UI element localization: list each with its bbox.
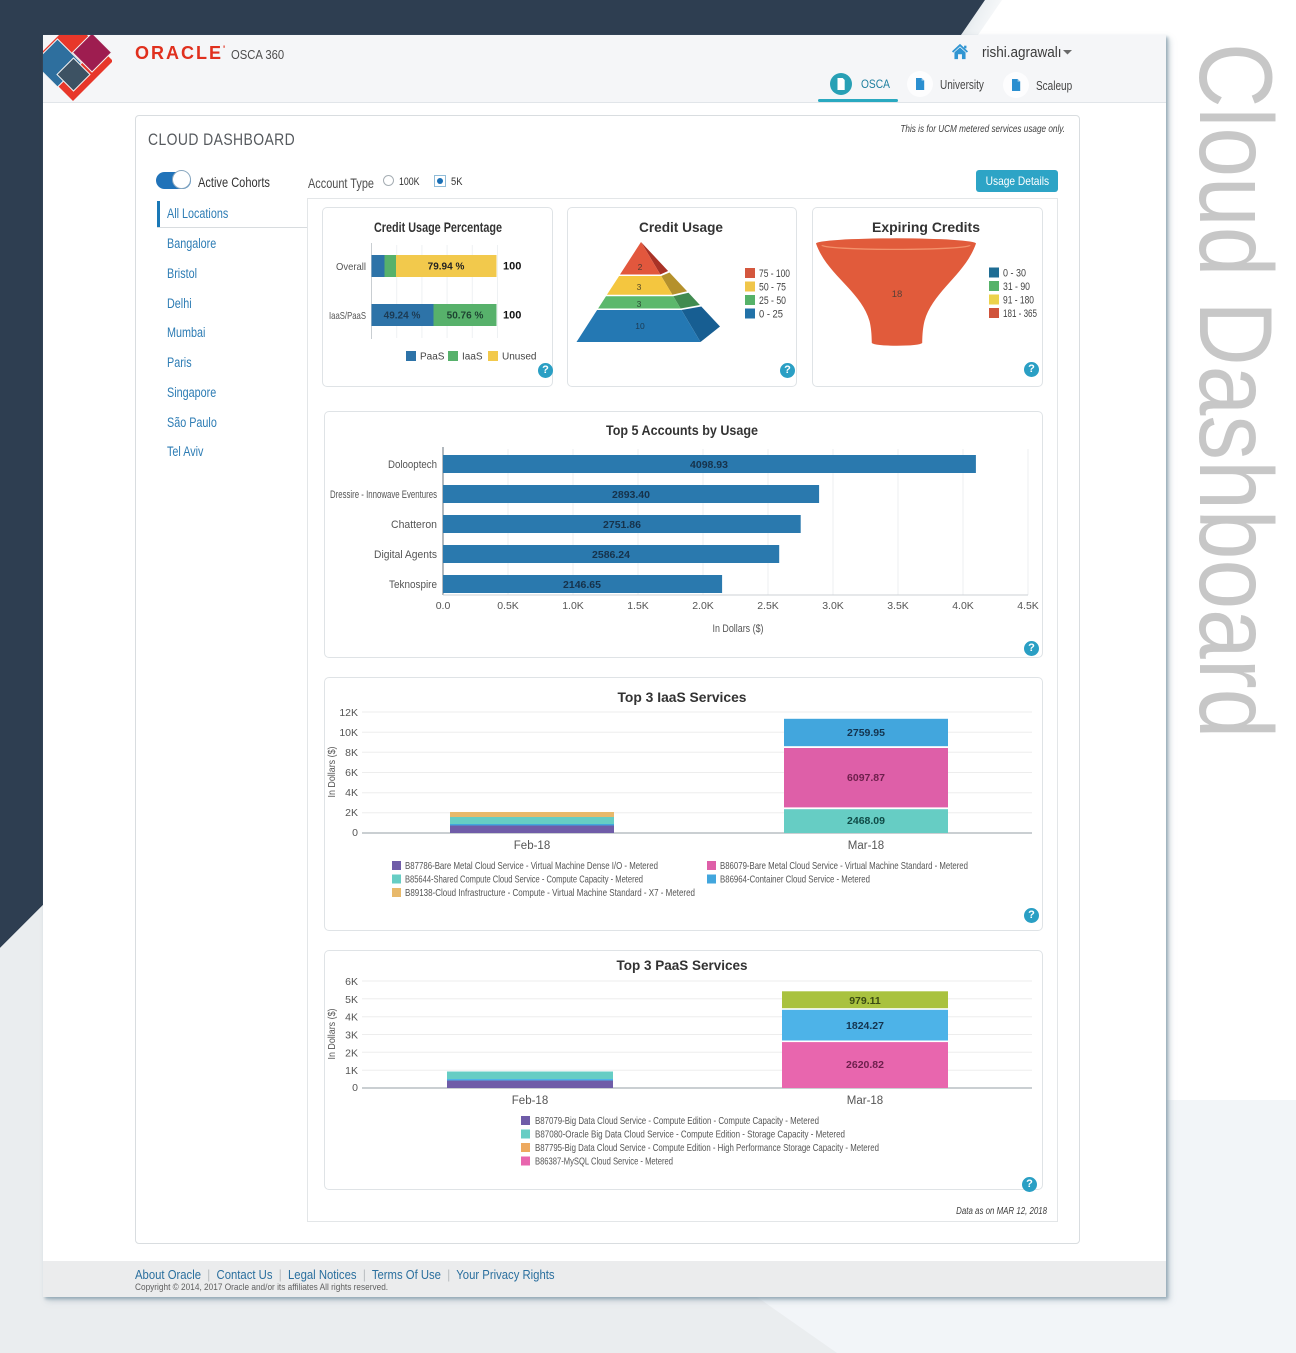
svg-text:4.0K: 4.0K	[952, 600, 974, 612]
svg-text:B87795-Big Data Cloud Service: B87795-Big Data Cloud Service - Compute …	[535, 1142, 879, 1154]
svg-text:B87080-Oracle Big Data Cloud S: B87080-Oracle Big Data Cloud Service - C…	[535, 1129, 845, 1141]
svg-text:12K: 12K	[339, 707, 358, 719]
svg-text:B85644-Shared Compute Cloud Se: B85644-Shared Compute Cloud Service - Co…	[405, 874, 643, 886]
svg-text:Digital Agents: Digital Agents	[374, 549, 437, 561]
svg-text:Unused: Unused	[502, 352, 536, 363]
svg-text:2586.24: 2586.24	[592, 549, 630, 561]
svg-text:2893.40: 2893.40	[612, 489, 650, 501]
svg-text:3.0K: 3.0K	[822, 600, 844, 612]
svg-text:Feb-18: Feb-18	[512, 1095, 548, 1107]
svg-text:25 - 50: 25 - 50	[759, 295, 786, 307]
svg-text:4098.93: 4098.93	[690, 459, 728, 471]
svg-text:100: 100	[503, 261, 521, 273]
svg-text:1824.27: 1824.27	[846, 1020, 884, 1032]
svg-text:91 - 180: 91 - 180	[1003, 295, 1034, 307]
svg-text:100: 100	[503, 310, 521, 322]
svg-text:5K: 5K	[345, 994, 358, 1006]
svg-text:2.0K: 2.0K	[692, 600, 714, 612]
svg-text:4K: 4K	[345, 787, 358, 799]
svg-text:2759.95: 2759.95	[847, 727, 885, 739]
svg-text:In Dollars ($): In Dollars ($)	[326, 747, 338, 798]
svg-text:B87079-Big Data Cloud Service: B87079-Big Data Cloud Service - Compute …	[535, 1115, 819, 1127]
svg-text:0 - 30: 0 - 30	[1003, 268, 1026, 280]
svg-text:Feb-18: Feb-18	[514, 840, 550, 852]
svg-text:B86387-MySQL Cloud Service - M: B86387-MySQL Cloud Service - Metered	[535, 1156, 673, 1168]
svg-text:49.24 %: 49.24 %	[384, 311, 421, 322]
svg-text:8K: 8K	[345, 747, 358, 759]
svg-text:3: 3	[637, 299, 642, 309]
svg-text:B87786-Bare Metal Cloud Servic: B87786-Bare Metal Cloud Service - Virtua…	[405, 860, 658, 872]
svg-text:18: 18	[892, 289, 903, 300]
svg-text:3: 3	[637, 282, 642, 292]
svg-text:Mar-18: Mar-18	[847, 1095, 883, 1107]
svg-text:0: 0	[352, 827, 358, 839]
svg-text:10: 10	[635, 321, 645, 331]
svg-text:Expiring Credits: Expiring Credits	[872, 219, 980, 235]
svg-text:Top 5 Accounts by Usage: Top 5 Accounts by Usage	[606, 422, 758, 438]
svg-text:In Dollars ($): In Dollars ($)	[713, 623, 764, 635]
svg-text:3K: 3K	[345, 1030, 358, 1042]
svg-text:50 - 75: 50 - 75	[759, 282, 786, 294]
svg-text:Credit Usage Percentage: Credit Usage Percentage	[374, 219, 502, 235]
svg-text:Top 3 IaaS Services: Top 3 IaaS Services	[618, 689, 747, 705]
svg-text:50.76 %: 50.76 %	[447, 311, 484, 322]
svg-text:6097.87: 6097.87	[847, 772, 885, 784]
svg-text:6K: 6K	[345, 767, 358, 779]
svg-text:3.5K: 3.5K	[887, 600, 909, 612]
svg-text:0.5K: 0.5K	[497, 600, 519, 612]
svg-text:2.5K: 2.5K	[757, 600, 779, 612]
svg-text:B89138-Cloud Infrastructure -: B89138-Cloud Infrastructure - Compute - …	[405, 887, 695, 899]
svg-text:Overall: Overall	[336, 261, 366, 273]
svg-text:B86079-Bare Metal Cloud Servic: B86079-Bare Metal Cloud Service - Virtua…	[720, 860, 968, 872]
svg-text:In Dollars ($): In Dollars ($)	[326, 1009, 338, 1060]
svg-text:Teknospire: Teknospire	[389, 579, 437, 591]
svg-text:1.0K: 1.0K	[562, 600, 584, 612]
svg-text:10K: 10K	[339, 727, 358, 739]
svg-text:4K: 4K	[345, 1012, 358, 1024]
svg-text:Dressire - Innowave Eventures: Dressire - Innowave Eventures	[330, 489, 437, 501]
svg-text:Credit Usage: Credit Usage	[639, 219, 723, 235]
svg-text:Mar-18: Mar-18	[848, 840, 884, 852]
svg-text:Top 3 PaaS Services: Top 3 PaaS Services	[617, 957, 748, 973]
svg-text:IaaS/PaaS: IaaS/PaaS	[329, 310, 366, 322]
svg-text:2K: 2K	[345, 807, 358, 819]
svg-text:75 - 100: 75 - 100	[759, 268, 790, 280]
svg-text:IaaS: IaaS	[462, 352, 483, 363]
svg-text:2: 2	[638, 262, 643, 272]
svg-text:2751.86: 2751.86	[603, 519, 641, 531]
svg-text:31 - 90: 31 - 90	[1003, 281, 1030, 293]
svg-text:181 - 365: 181 - 365	[1003, 308, 1037, 320]
svg-text:2620.82: 2620.82	[846, 1059, 884, 1071]
svg-text:0.0: 0.0	[436, 600, 451, 612]
svg-text:Dolooptech: Dolooptech	[388, 459, 437, 471]
svg-text:979.11: 979.11	[849, 995, 881, 1007]
svg-text:1K: 1K	[345, 1065, 358, 1077]
svg-text:1.5K: 1.5K	[627, 600, 649, 612]
svg-text:2146.65: 2146.65	[563, 579, 601, 591]
svg-text:79.94 %: 79.94 %	[428, 262, 465, 273]
svg-text:2468.09: 2468.09	[847, 815, 885, 827]
svg-text:0 - 25: 0 - 25	[759, 309, 783, 321]
svg-text:4.5K: 4.5K	[1017, 600, 1039, 612]
svg-text:2K: 2K	[345, 1047, 358, 1059]
svg-text:6K: 6K	[345, 976, 358, 988]
svg-text:Chatteron: Chatteron	[391, 519, 437, 531]
svg-text:PaaS: PaaS	[420, 352, 445, 363]
svg-text:0: 0	[352, 1082, 358, 1094]
svg-text:B86964-Container Cloud Service: B86964-Container Cloud Service - Metered	[720, 874, 870, 886]
